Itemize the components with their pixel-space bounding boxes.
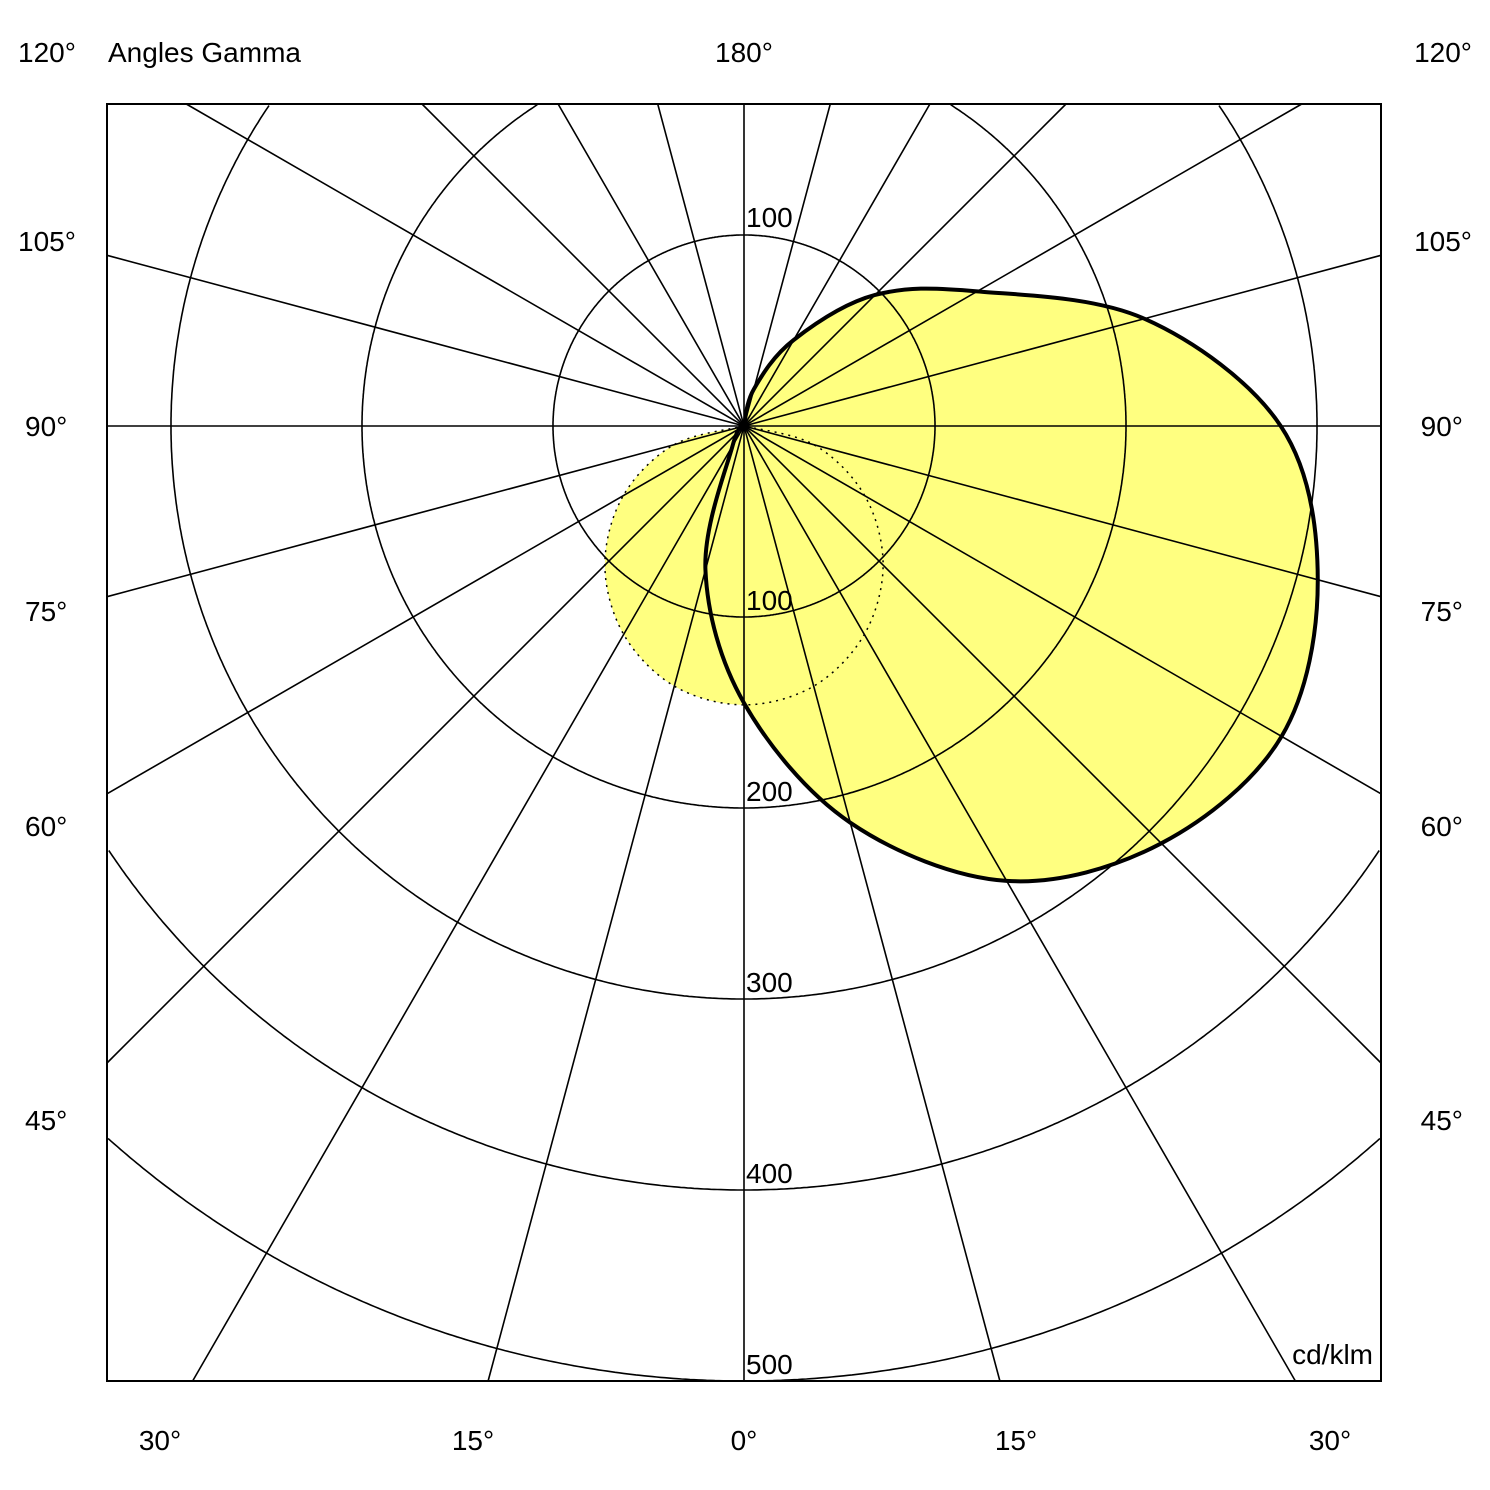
angle-label-bottom: 30° — [139, 1425, 181, 1456]
angle-label-top-left: 120° — [18, 37, 76, 68]
ring-label: 200 — [746, 776, 793, 807]
angle-label-bottom: 0° — [731, 1425, 758, 1456]
angle-label-bottom: 15° — [995, 1425, 1037, 1456]
ring-label: 100 — [746, 585, 793, 616]
ring-label: 500 — [746, 1349, 793, 1380]
polar-grid — [106, 103, 1382, 1382]
plot-frame — [106, 103, 1382, 1382]
angle-label-top-right: 120° — [1414, 37, 1472, 68]
angle-label-top-center: 180° — [715, 37, 773, 68]
grid-radial-line — [557, 103, 1297, 1382]
angle-label-left: 105° — [18, 226, 76, 257]
grid-radial-line — [106, 103, 1303, 795]
grid-ring — [361, 104, 1127, 809]
grid-radial-line — [185, 103, 1382, 795]
unit-label: cd/klm — [1292, 1339, 1373, 1370]
angle-label-left: 60° — [25, 811, 67, 842]
intensity-curve-solid — [703, 286, 1320, 884]
grid-radial-line — [106, 103, 1067, 1064]
angle-label-right: 75° — [1421, 596, 1463, 627]
angle-label-bottom: 15° — [452, 1425, 494, 1456]
angle-label-right: 45° — [1421, 1105, 1463, 1136]
angle-label-bottom: 30° — [1309, 1425, 1351, 1456]
grid-ring — [170, 105, 1318, 1000]
angle-label-right: 60° — [1421, 811, 1463, 842]
grid-radial-line — [487, 103, 832, 1382]
grid-radial-line — [191, 103, 931, 1382]
angle-label-right: 105° — [1414, 226, 1472, 257]
angle-label-left: 90° — [25, 411, 67, 442]
grid-radial-line — [421, 103, 1382, 1064]
angle-label-left: 75° — [25, 596, 67, 627]
grid-radial-line — [656, 103, 1001, 1382]
angle-label-right: 90° — [1421, 411, 1463, 442]
chart-title: Angles Gamma — [108, 37, 301, 68]
ring-label: 100 — [746, 202, 793, 233]
intensity-fill-solid — [705, 288, 1318, 882]
angle-label-left: 45° — [25, 1105, 67, 1136]
ring-label: 300 — [746, 967, 793, 998]
ring-label: 400 — [746, 1158, 793, 1189]
